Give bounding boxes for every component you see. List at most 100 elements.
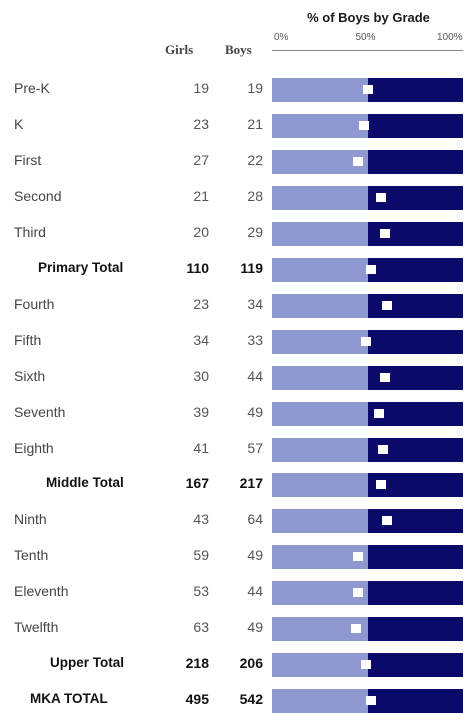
girls-value: 23 — [193, 115, 209, 132]
girls-value: 34 — [193, 331, 209, 348]
girls-value: 495 — [185, 691, 209, 708]
chart-title: % of Boys by Grade — [307, 10, 430, 25]
boys-percent-marker — [379, 228, 390, 238]
girls-column-header: Girls — [165, 42, 194, 57]
girls-share-segment — [272, 149, 368, 174]
girls-value: 20 — [193, 223, 209, 240]
girls-value: 41 — [193, 439, 209, 456]
girls-share-segment — [272, 221, 368, 246]
x-tick-label: 100% — [437, 32, 463, 43]
girls-share-segment — [272, 545, 368, 570]
girls-share-segment — [272, 365, 368, 390]
boys-share-bar — [272, 689, 463, 713]
row-label: Primary Total — [38, 259, 124, 275]
row-label: Tenth — [14, 547, 49, 564]
boys-share-bar — [272, 401, 463, 426]
boys-percent-marker — [351, 624, 362, 634]
girls-share-segment — [272, 653, 368, 678]
girls-value: 110 — [186, 259, 209, 276]
boys-value: 49 — [247, 619, 263, 636]
boys-value: 44 — [247, 367, 263, 384]
boys-value: 206 — [239, 655, 263, 672]
girls-share-segment — [272, 509, 368, 534]
cropped-title — [0, 0, 465, 6]
girls-share-segment — [272, 437, 368, 462]
boys-share-bar — [272, 221, 463, 246]
row-label: Second — [14, 187, 62, 204]
boys-share-bar — [272, 581, 463, 606]
boys-value: 22 — [247, 151, 263, 168]
row-label: Fifth — [14, 331, 42, 348]
row-label: Fourth — [14, 295, 55, 312]
boys-share-bar — [272, 185, 463, 210]
boys-share-bar — [272, 113, 463, 138]
girls-value: 43 — [193, 511, 209, 528]
boys-share-bar — [272, 329, 463, 354]
girls-value: 218 — [185, 655, 209, 672]
boys-value: 28 — [247, 187, 263, 204]
boys-value: 119 — [240, 259, 263, 276]
girls-share-segment — [272, 257, 368, 282]
boys-value: 21 — [247, 115, 263, 132]
boys-value: 33 — [247, 331, 263, 348]
boys-percent-marker — [360, 660, 371, 670]
boys-value: 542 — [239, 691, 263, 708]
row-label: Sixth — [14, 367, 46, 384]
x-axis-line — [272, 50, 463, 51]
boys-percent-marker — [366, 264, 377, 274]
girls-value: 53 — [193, 583, 209, 600]
row-label: First — [14, 151, 42, 168]
girls-value: 63 — [193, 619, 209, 636]
boys-share-bar — [272, 545, 463, 570]
row-label: Third — [14, 223, 46, 240]
boys-value: 19 — [247, 80, 263, 96]
boys-value: 49 — [247, 547, 263, 564]
boys-percent-marker — [379, 372, 390, 382]
boys-percent-marker — [373, 408, 384, 418]
x-tick-label: 50% — [355, 32, 376, 43]
girls-share-segment — [272, 113, 368, 138]
row-label: Twelfth — [14, 619, 59, 636]
boys-share-bar — [272, 293, 463, 318]
boys-percent-marker — [377, 444, 388, 454]
girls-value: 23 — [193, 295, 209, 312]
row-label: Ninth — [14, 511, 47, 528]
row-label: K — [14, 115, 24, 132]
boys-share-bar — [272, 653, 463, 678]
boys-share-bar — [272, 365, 463, 390]
row-label: Middle Total — [46, 475, 124, 491]
boys-percent-marker — [381, 300, 392, 310]
boys-share-bar — [272, 149, 463, 174]
boys-share-bar — [272, 437, 463, 462]
boys-share-bar — [272, 509, 463, 534]
boys-percent-marker — [352, 588, 363, 598]
girls-share-segment — [272, 293, 368, 318]
boys-percent-marker — [352, 552, 363, 562]
boys-percent-marker — [358, 120, 369, 130]
girls-share-segment — [272, 185, 368, 210]
boys-share-bar — [272, 78, 463, 102]
row-label: Seventh — [14, 403, 66, 420]
boys-value: 44 — [247, 583, 263, 600]
girls-share-segment — [272, 581, 368, 606]
boys-percent-marker — [375, 480, 386, 490]
boys-percent-marker — [352, 156, 363, 166]
girls-value: 39 — [193, 403, 209, 420]
boys-value: 49 — [247, 403, 263, 420]
girls-value: 21 — [193, 187, 209, 204]
row-label: Upper Total — [50, 655, 124, 671]
girls-value: 27 — [193, 151, 209, 168]
girls-share-segment — [272, 401, 368, 426]
boys-share-bar — [272, 473, 463, 498]
boys-percent-marker — [362, 85, 373, 94]
boys-value: 34 — [247, 295, 263, 312]
boys-share-bar — [272, 257, 463, 282]
boys-value: 29 — [247, 223, 263, 240]
girls-value: 30 — [193, 367, 209, 384]
boys-column-header: Boys — [225, 42, 252, 57]
girls-share-segment — [272, 78, 368, 102]
girls-share-segment — [272, 329, 368, 354]
girls-share-segment — [272, 473, 368, 498]
boys-value: 217 — [239, 475, 263, 492]
boys-percent-marker — [360, 336, 371, 346]
